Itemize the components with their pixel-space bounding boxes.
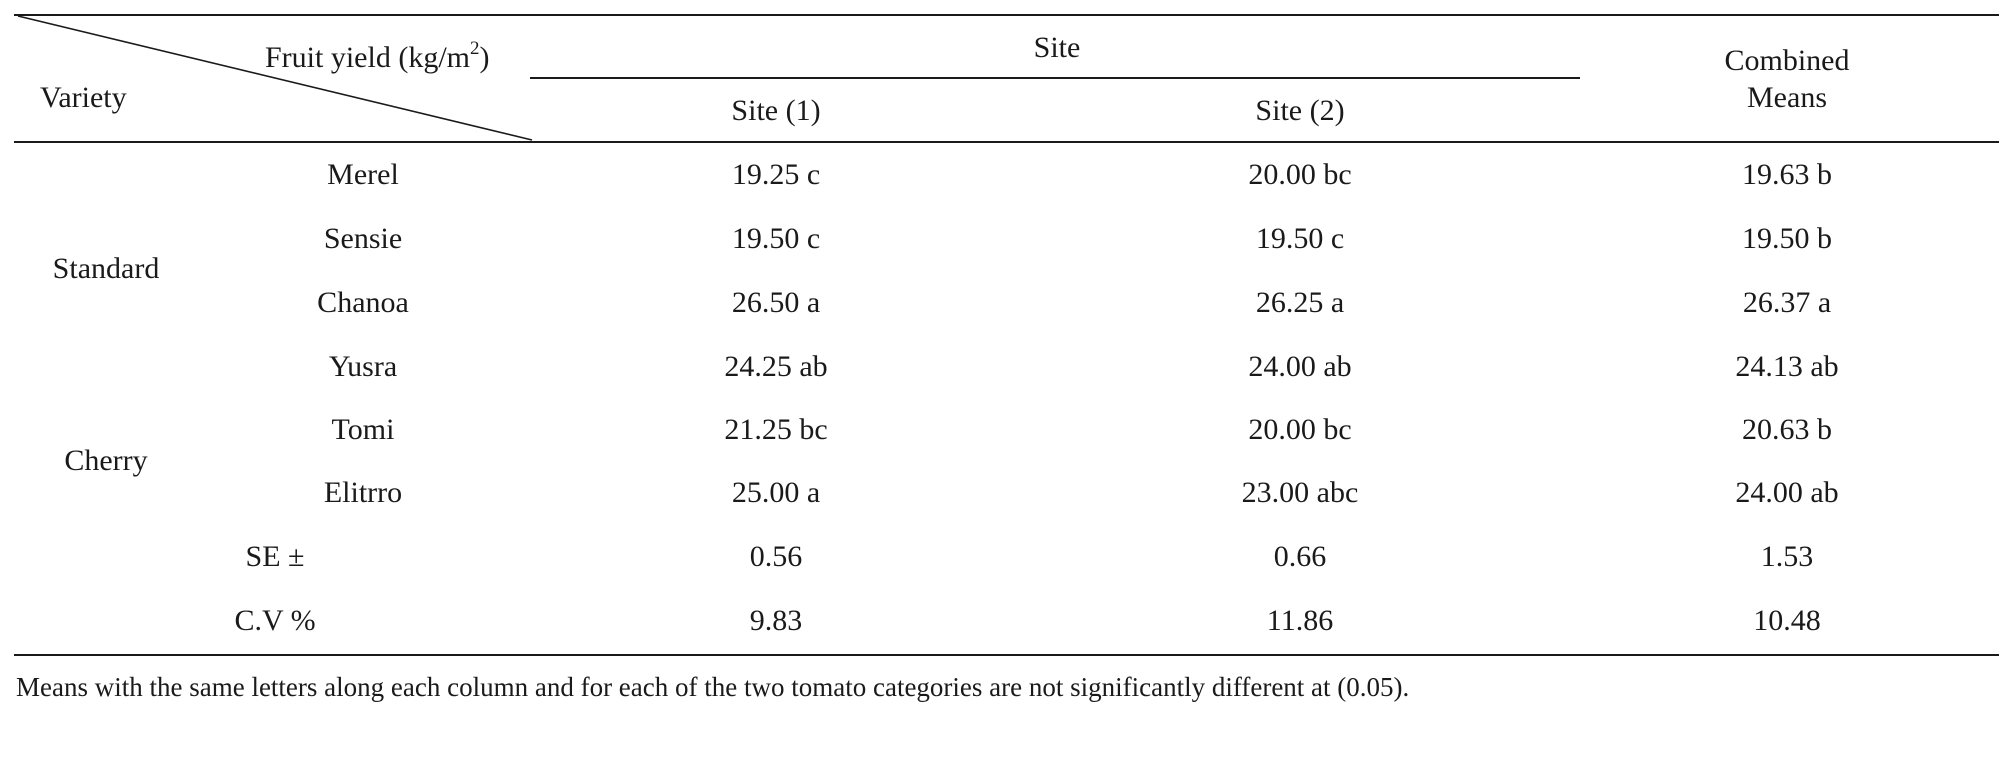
site2-stat: 0.66 (1273, 540, 1327, 573)
variety-name: Chanoa (317, 286, 409, 319)
combined-value: 19.63 b (1742, 158, 1832, 191)
variety-header: Variety (40, 81, 127, 114)
stat-label: SE ± (245, 540, 305, 573)
variety-name: Tomi (331, 413, 395, 446)
site1-stat: 9.83 (749, 604, 803, 637)
site2-value: 20.00 bc (1248, 158, 1352, 191)
top-rule (14, 14, 1999, 16)
combined-stat: 1.53 (1760, 540, 1814, 573)
variety-name: Sensie (323, 222, 403, 255)
site1-value: 19.25 c (731, 158, 821, 191)
combined-value: 24.00 ab (1735, 476, 1839, 509)
category-cherry: Cherry (64, 444, 148, 477)
header-bottom-rule (14, 141, 1999, 143)
diagonal-header-label: Fruit yield (kg/m2) (265, 38, 490, 74)
combined-value: 19.50 b (1742, 222, 1832, 255)
site2-value: 24.00 ab (1248, 350, 1352, 383)
site2-value: 19.50 c (1255, 222, 1345, 255)
diagonal-divider (17, 15, 533, 141)
table-footnote: Means with the same letters along each c… (16, 672, 1410, 702)
site2-value: 20.00 bc (1248, 413, 1352, 446)
site-group-header: Site (1033, 31, 1081, 64)
stat-label: C.V % (234, 604, 316, 637)
site1-value: 21.25 bc (724, 413, 828, 446)
variety-name: Elitrro (323, 476, 403, 509)
bottom-rule (14, 654, 1999, 656)
site1-stat: 0.56 (749, 540, 803, 573)
site1-header: Site (1) (731, 94, 821, 127)
site1-value: 19.50 c (731, 222, 821, 255)
combined-stat: 10.48 (1753, 604, 1821, 637)
combined-value: 20.63 b (1742, 413, 1832, 446)
combined-value: 24.13 ab (1735, 350, 1839, 383)
variety-name: Yusra (328, 350, 398, 383)
variety-name: Merel (327, 158, 399, 191)
site-rule (530, 77, 1580, 79)
site1-value: 24.25 ab (724, 350, 828, 383)
site2-stat: 11.86 (1266, 604, 1334, 637)
combined-header-line1: Combined (1724, 44, 1850, 77)
site2-value: 23.00 abc (1241, 476, 1359, 509)
site2-value: 26.25 a (1255, 286, 1345, 319)
combined-header-line2: Means (1747, 81, 1827, 114)
site1-value: 26.50 a (731, 286, 821, 319)
combined-value: 26.37 a (1742, 286, 1832, 319)
site1-value: 25.00 a (731, 476, 821, 509)
site2-header: Site (2) (1255, 94, 1345, 127)
category-standard: Standard (52, 252, 160, 285)
